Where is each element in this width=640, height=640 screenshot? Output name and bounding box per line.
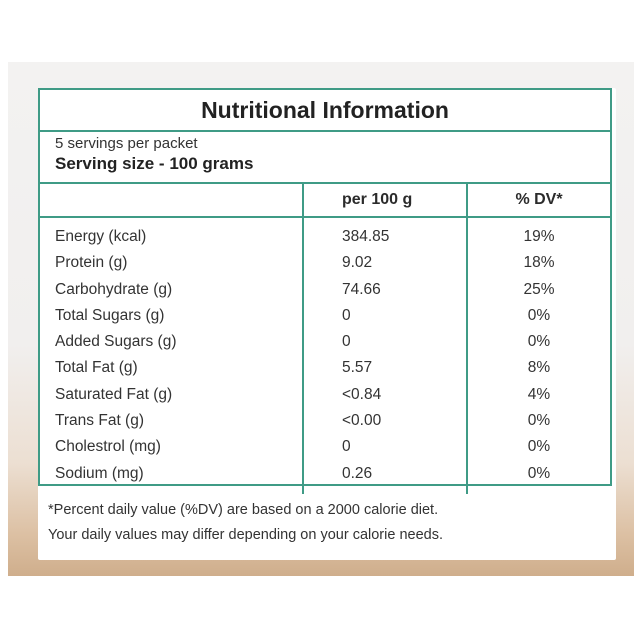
nutrition-table: Nutritional Information 5 servings per p… (38, 88, 612, 494)
nutrient-name: Trans Fat (g) (55, 412, 144, 430)
table-title: Nutritional Information (40, 90, 610, 132)
nutrient-name: Total Sugars (g) (55, 306, 165, 324)
dv-value: 4% (527, 385, 551, 403)
dv-value: 19% (523, 228, 555, 245)
per-100g-value: 0 (342, 333, 351, 351)
footnote: *Percent daily value (%DV) are based on … (48, 498, 608, 548)
dv-value: 8% (527, 359, 551, 377)
servings-per-packet: 5 servings per packet (55, 135, 198, 152)
per-100g-value: 74.66 (342, 280, 381, 298)
per-100g-value: <0.00 (342, 412, 382, 430)
table-body: Energy (kcal) Protein (g) Carbohydrate (… (40, 218, 610, 494)
header-per-100g: per 100 g (302, 184, 466, 216)
footnote-line-2: Your daily values may differ depending o… (48, 527, 443, 543)
nutrient-name: Saturated Fat (g) (55, 385, 173, 403)
dv-value: 0% (527, 412, 551, 430)
header-nutrient (40, 184, 302, 216)
table-header-row: per 100 g % DV* (40, 184, 610, 218)
per-100g-value: 9.02 (342, 254, 373, 272)
dv-value: 0% (527, 464, 551, 482)
serving-info: 5 servings per packet Serving size - 100… (40, 132, 610, 184)
header-dv: % DV* (466, 184, 610, 216)
nutrient-name: Total Fat (g) (55, 359, 138, 377)
per-100g-value: 0 (342, 438, 351, 456)
nutrient-name: Cholestrol (mg) (55, 438, 161, 456)
per-100g-value: <0.84 (342, 385, 382, 403)
nutrient-name: Protein (g) (55, 254, 128, 272)
dv-value: 0% (527, 438, 551, 456)
nutrient-name: Energy (kcal) (55, 228, 147, 245)
dv-column: 19% 18% 25% 0% 0% 8% 4% 0% 0% 0% (466, 218, 610, 494)
per-100g-column: 384.85 9.02 74.66 0 0 5.57 <0.84 <0.00 0… (302, 218, 466, 494)
label-panel (38, 88, 616, 560)
footnote-line-1: *Percent daily value (%DV) are based on … (48, 502, 439, 518)
per-100g-value: 0 (342, 306, 351, 324)
nutrient-name: Added Sugars (g) (55, 333, 177, 351)
nutrient-name: Sodium (mg) (55, 464, 144, 482)
nutrient-name: Carbohydrate (g) (55, 280, 173, 298)
dv-value: 0% (527, 306, 551, 324)
per-100g-value: 5.57 (342, 359, 373, 377)
serving-size: Serving size - 100 grams (55, 154, 254, 173)
dv-value: 0% (527, 333, 551, 351)
dv-value: 18% (523, 254, 555, 272)
per-100g-value: 384.85 (342, 228, 390, 245)
per-100g-value: 0.26 (342, 464, 373, 482)
dv-value: 25% (523, 280, 555, 298)
nutrient-name-column: Energy (kcal) Protein (g) Carbohydrate (… (40, 218, 302, 494)
